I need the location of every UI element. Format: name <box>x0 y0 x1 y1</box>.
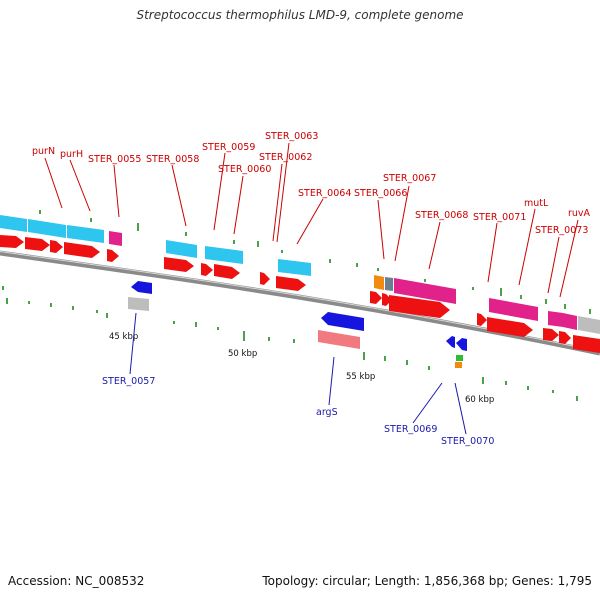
outer-tick-track <box>39 210 591 314</box>
gene-box-grey[interactable] <box>578 316 600 334</box>
scale-label-60kbp: 60 kbp <box>465 395 494 405</box>
red-orf-track <box>0 235 600 353</box>
orf-arrow[interactable] <box>164 257 194 272</box>
gene-label-ster-0055[interactable]: STER_0055 <box>88 154 141 165</box>
gene-label-mutL[interactable]: mutL <box>524 198 549 209</box>
gene-label-ster-0069[interactable]: STER_0069 <box>384 424 437 435</box>
gene-label-argS[interactable]: argS <box>316 407 338 418</box>
orf-arrow[interactable] <box>107 249 119 262</box>
reverse-gene-track <box>128 281 467 368</box>
gene-box-magenta[interactable] <box>548 311 563 327</box>
orf-arrow[interactable] <box>573 335 600 353</box>
gene-arrow-blue[interactable] <box>321 312 364 331</box>
orf-arrow[interactable] <box>214 264 240 279</box>
gene-box-cyan[interactable] <box>166 240 197 258</box>
orf-arrow[interactable] <box>260 272 270 285</box>
orf-arrow[interactable] <box>370 291 382 304</box>
gene-label-ster-0063[interactable]: STER_0063 <box>265 131 318 142</box>
forward-gene-track <box>0 215 600 334</box>
gene-box-salmon[interactable] <box>318 330 360 349</box>
gene-label-ster-0066[interactable]: STER_0066 <box>354 188 407 199</box>
gene-box-slate[interactable] <box>385 277 393 291</box>
top-leader-lines <box>44 142 579 298</box>
orf-arrow[interactable] <box>64 242 100 258</box>
scale-label-45kbp: 45 kbp <box>109 332 138 342</box>
gene-label-purN[interactable]: purN <box>32 146 55 157</box>
gene-label-purH[interactable]: purH <box>60 149 83 160</box>
gene-label-ster-0071[interactable]: STER_0071 <box>473 212 526 223</box>
gene-box-magenta[interactable] <box>489 298 538 321</box>
orf-arrow[interactable] <box>25 237 50 251</box>
orf-arrow[interactable] <box>559 331 571 344</box>
scale-label-50kbp: 50 kbp <box>228 349 257 359</box>
accession-text: Accession: NC_008532 <box>8 574 145 588</box>
gene-box-orange[interactable] <box>455 362 462 368</box>
gene-arrow-blue[interactable] <box>456 338 467 351</box>
gene-box-cyan[interactable] <box>278 259 311 276</box>
gene-box-cyan[interactable] <box>0 215 27 232</box>
topology-text: Topology: circular; Length: 1,856,368 bp… <box>262 574 592 588</box>
orf-arrow[interactable] <box>389 295 450 318</box>
orf-arrow[interactable] <box>0 235 24 248</box>
gene-box-magenta[interactable] <box>394 278 456 304</box>
gene-box-orange[interactable] <box>374 275 384 290</box>
gene-box-magenta[interactable] <box>563 313 577 330</box>
orf-arrow[interactable] <box>487 317 533 337</box>
gene-box-cyan[interactable] <box>28 219 66 238</box>
gene-label-ster-0068[interactable]: STER_0068 <box>415 210 468 221</box>
gene-label-ster-0064[interactable]: STER_0064 <box>298 188 351 199</box>
orf-arrow[interactable] <box>201 263 213 276</box>
gene-box-magenta[interactable] <box>109 231 122 246</box>
gene-box-cyan[interactable] <box>205 246 243 264</box>
gene-label-ster-0070[interactable]: STER_0070 <box>441 436 494 447</box>
gene-label-ruvA[interactable]: ruvA <box>568 208 591 219</box>
gene-arrow-blue[interactable] <box>131 281 152 294</box>
gene-label-ster-0062[interactable]: STER_0062 <box>259 152 312 163</box>
gene-label-ster-0058[interactable]: STER_0058 <box>146 154 199 165</box>
gene-box-green[interactable] <box>456 355 463 361</box>
gene-label-ster-0060[interactable]: STER_0060 <box>218 164 271 175</box>
gene-box-cyan[interactable] <box>67 225 104 243</box>
map-title: Streptococcus thermophilus LMD-9, comple… <box>136 8 464 22</box>
inner-tick-track <box>2 286 578 401</box>
gene-label-ster-0067[interactable]: STER_0067 <box>383 173 436 184</box>
bottom-leader-lines <box>129 312 467 435</box>
gene-box-grey[interactable] <box>128 297 149 311</box>
orf-arrow[interactable] <box>50 240 63 253</box>
orf-arrow[interactable] <box>276 276 306 291</box>
orf-arrow[interactable] <box>477 313 487 326</box>
gene-label-ster-0059[interactable]: STER_0059 <box>202 142 255 153</box>
orf-arrow[interactable] <box>382 293 392 306</box>
gene-arrow-blue[interactable] <box>446 336 455 348</box>
orf-arrow[interactable] <box>543 328 559 341</box>
gene-label-ster-0073[interactable]: STER_0073 <box>535 225 588 236</box>
scale-label-55kbp: 55 kbp <box>346 372 375 382</box>
gene-label-ster-0057[interactable]: STER_0057 <box>102 376 155 387</box>
